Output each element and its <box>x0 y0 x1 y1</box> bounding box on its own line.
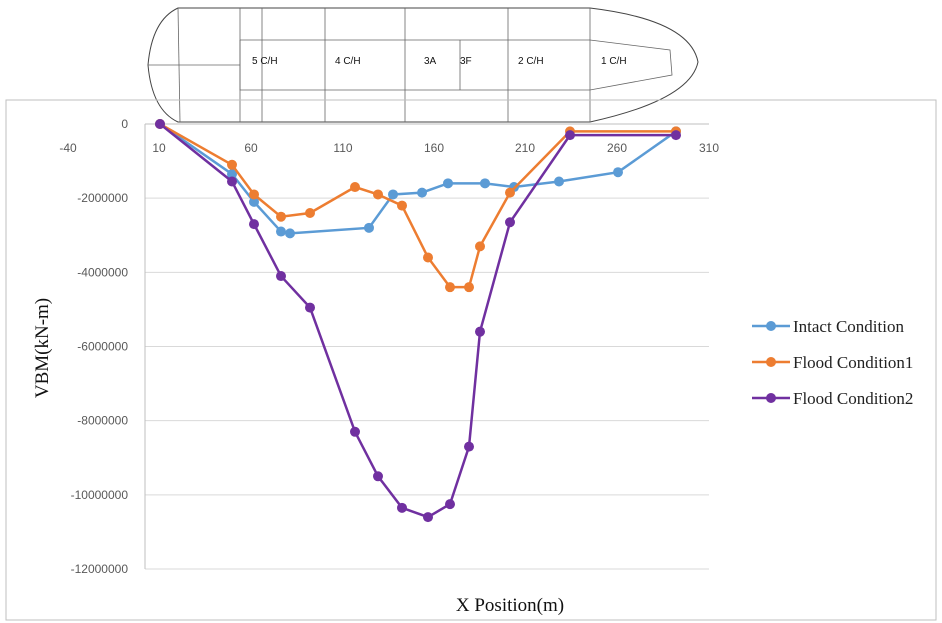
y-tick-label: -8000000 <box>77 414 128 428</box>
legend-label: Flood Condition1 <box>793 353 913 372</box>
y-tick-label: -10000000 <box>71 488 129 502</box>
chart-frame <box>5 99 937 621</box>
legend-item: Flood Condition1 <box>752 353 913 372</box>
legend-item: Intact Condition <box>752 317 904 336</box>
hold-label-2ch: 2 C/H <box>518 56 544 67</box>
data-point <box>445 282 455 293</box>
data-point <box>464 282 474 293</box>
y-axis-title: VBM(kN-m) <box>32 298 53 398</box>
hold-label-1ch: 1 C/H <box>601 56 627 67</box>
legend-swatch-marker <box>766 321 776 331</box>
data-point <box>373 471 383 482</box>
data-point <box>445 499 455 510</box>
data-point <box>227 169 237 180</box>
data-point <box>671 130 681 141</box>
hold-label-5ch: 5 C/H <box>252 56 278 67</box>
x-tick-label: 210 <box>515 141 535 155</box>
data-point <box>305 208 315 218</box>
x-tick-label: 10 <box>152 141 166 155</box>
y-tick-labels: 0 -2000000 -4000000 -6000000 -8000000 -100000… <box>71 117 129 576</box>
data-point <box>423 512 433 523</box>
legend-label: Intact Condition <box>793 317 904 336</box>
data-point <box>276 211 286 222</box>
legend-item: Flood Condition2 <box>752 389 913 408</box>
data-point <box>475 241 485 252</box>
ship-hull-outline <box>147 7 699 123</box>
y-tick-label: -6000000 <box>77 340 128 354</box>
data-point <box>475 326 485 337</box>
x-tick-label: 160 <box>424 141 444 155</box>
ship-hull-diagram: 5 C/H 4 C/H 3A 3F 2 C/H 1 C/H <box>147 7 699 123</box>
data-point <box>155 119 165 129</box>
data-point <box>397 502 407 513</box>
data-point <box>249 219 259 230</box>
data-point <box>373 189 383 200</box>
data-point <box>227 176 237 187</box>
data-point <box>249 189 259 200</box>
data-point <box>276 271 286 282</box>
data-point <box>305 302 315 313</box>
data-point <box>565 130 575 141</box>
legend-swatch-marker <box>766 393 776 403</box>
series-2 <box>155 119 681 523</box>
data-point <box>417 187 427 198</box>
hold-label-3f: 3F <box>460 56 472 67</box>
data-point <box>364 222 374 233</box>
data-point <box>505 217 515 228</box>
legend: Intact Condition Flood Condition1 Flood Co… <box>752 317 913 408</box>
gridlines <box>144 123 709 570</box>
series-line <box>159 122 677 235</box>
data-point <box>388 189 398 200</box>
data-point <box>554 176 564 187</box>
x-axis-title: X Position(m) <box>456 595 564 616</box>
data-point <box>285 228 295 239</box>
x-tick-label: 60 <box>244 141 258 155</box>
series-line <box>159 123 676 519</box>
x-tick-label: 260 <box>607 141 627 155</box>
hold-label-4ch: 4 C/H <box>335 56 361 67</box>
series-line <box>159 122 676 289</box>
data-point <box>505 187 515 198</box>
data-point <box>249 196 259 207</box>
y-tick-label: 0 <box>121 117 128 131</box>
x-tick-label: -40 <box>59 141 77 155</box>
data-point <box>613 167 623 178</box>
x-tick-label: 110 <box>333 141 352 155</box>
data-point <box>350 426 360 437</box>
data-point <box>276 226 286 237</box>
data-point <box>350 182 360 193</box>
legend-label: Flood Condition2 <box>793 389 913 408</box>
data-point <box>397 200 407 211</box>
series-1 <box>155 119 681 293</box>
y-tick-label: -2000000 <box>77 191 128 205</box>
y-tick-label: -12000000 <box>71 562 129 576</box>
data-point <box>464 441 474 452</box>
y-tick-label: -4000000 <box>77 265 128 279</box>
x-tick-label: 310 <box>699 141 719 155</box>
hold-label-3a: 3A <box>424 56 437 67</box>
series-lines <box>155 119 681 523</box>
data-point <box>443 178 453 189</box>
x-tick-labels: -40 10 60 110 160 210 260 310 <box>59 141 719 155</box>
data-point <box>227 159 237 170</box>
data-point <box>423 252 433 263</box>
legend-swatch-marker <box>766 357 776 367</box>
data-point <box>480 178 490 189</box>
